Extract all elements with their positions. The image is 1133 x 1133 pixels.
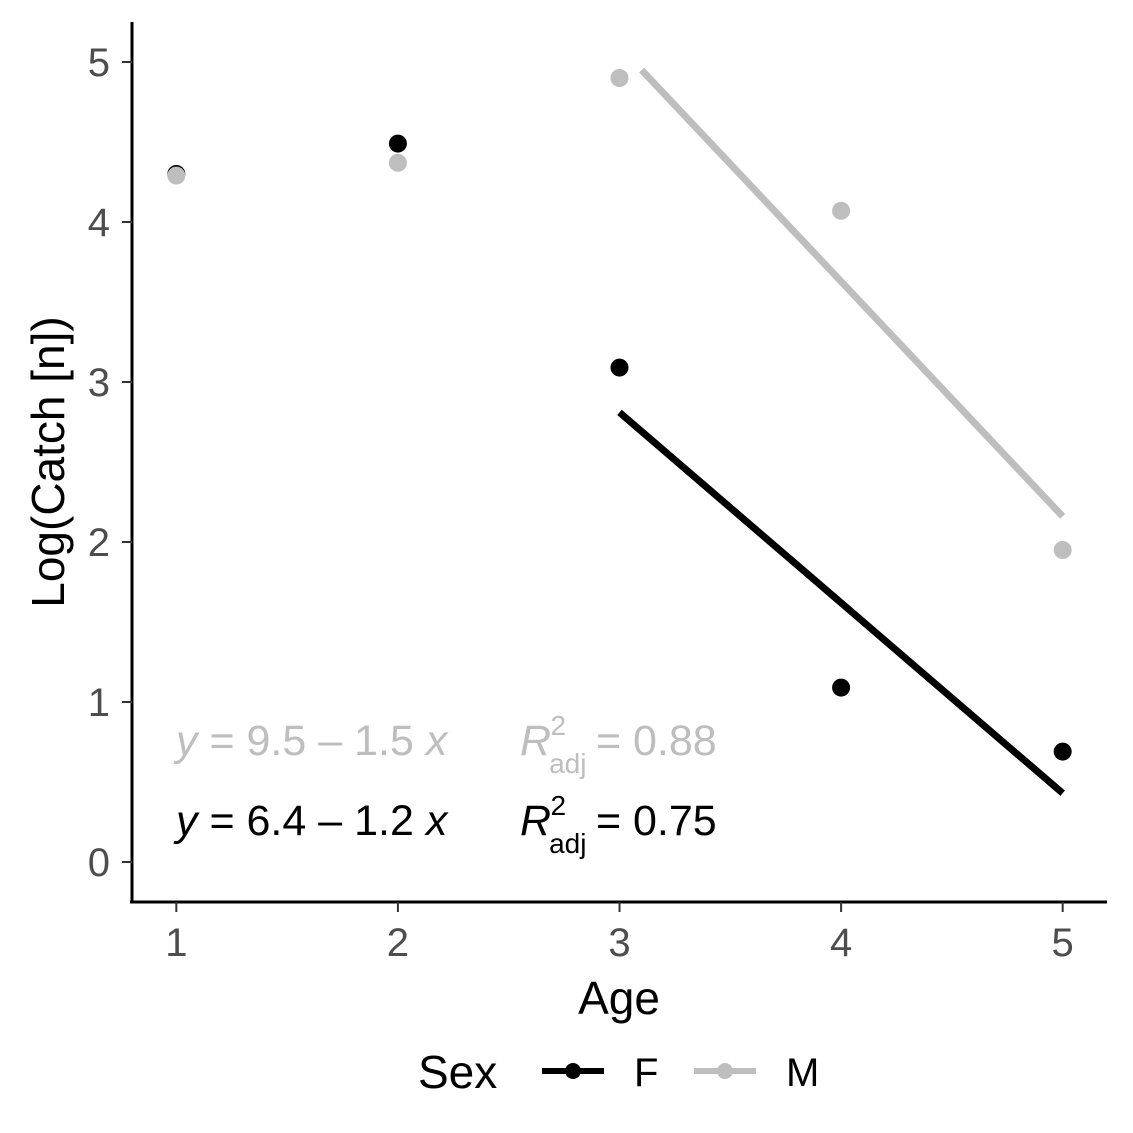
data-point-m	[167, 166, 186, 185]
fit-lines	[617, 67, 1066, 796]
y-tick-label: 5	[88, 41, 110, 85]
y-tick-label: 1	[88, 681, 110, 725]
x-tick-label: 3	[608, 921, 630, 965]
legend-label-m: M	[786, 1051, 819, 1095]
y-ticks: 0 1 2 3 4 5	[88, 41, 132, 885]
data-point-m	[832, 201, 851, 220]
y-axis-title: Log(Catch [n])	[22, 316, 74, 607]
x-ticks: 1 2 3 4 5	[165, 902, 1074, 965]
eq-m-r: R	[520, 717, 551, 765]
data-point-m	[388, 153, 407, 172]
data-points	[167, 69, 1072, 761]
x-tick-label: 5	[1052, 921, 1074, 965]
data-point-m	[610, 69, 629, 87]
x-axis-title: Age	[578, 972, 660, 1024]
eq-m-sub: adj	[549, 748, 586, 779]
y-tick-label: 0	[88, 841, 110, 885]
eq-f-sup: 2	[550, 790, 566, 821]
eq-f-x: x	[424, 797, 449, 845]
data-point-f	[388, 134, 407, 153]
legend-key-point-m	[717, 1063, 733, 1079]
x-tick-label: 1	[165, 921, 187, 965]
eq-f-r: R	[520, 797, 551, 845]
y-tick-label: 3	[88, 361, 110, 405]
data-point-f	[1053, 742, 1072, 761]
eq-m-value: = 0.88	[584, 717, 717, 765]
x-tick-label: 2	[387, 921, 409, 965]
eq-m-x: x	[424, 717, 449, 765]
data-point-f	[610, 358, 629, 377]
data-point-m	[1053, 541, 1072, 559]
legend-label-f: F	[634, 1051, 658, 1095]
fit-line-f	[617, 409, 1065, 796]
legend-key-point-f	[565, 1063, 581, 1079]
eq-f-intercept: = 6.4 – 1.2	[198, 797, 426, 845]
equation-m: y = 9.5 – 1.5 x Radj 2 = 0.88	[173, 710, 717, 779]
fit-line-m	[639, 67, 1066, 519]
equation-f: y = 6.4 – 1.2 x Radj 2 = 0.75	[173, 790, 717, 859]
y-tick-label: 2	[88, 521, 110, 565]
legend-item-m: M	[694, 1051, 819, 1095]
x-tick-label: 4	[830, 921, 852, 965]
eq-m-intercept: = 9.5 – 1.5	[198, 717, 426, 765]
data-point-f	[832, 678, 851, 697]
eq-f-sub: adj	[549, 828, 586, 859]
legend: Sex F M	[418, 1046, 819, 1098]
eq-m-sup: 2	[550, 710, 566, 741]
eq-f-value: = 0.75	[584, 797, 717, 845]
axes: 1 2 3 4 5 0 1 2 3 4 5	[88, 22, 1107, 965]
legend-title: Sex	[418, 1046, 497, 1098]
eq-m-y: y	[173, 717, 200, 765]
eq-f-y: y	[173, 797, 200, 845]
legend-item-f: F	[542, 1051, 658, 1095]
y-tick-label: 4	[88, 201, 110, 245]
